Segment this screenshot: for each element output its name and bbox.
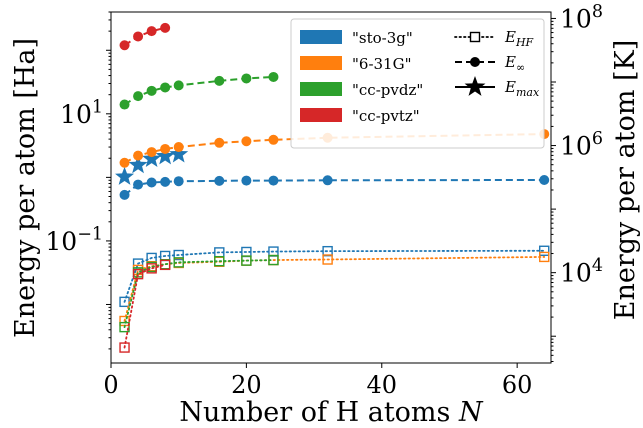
einf-point [119,189,130,200]
ehf-point [539,251,550,263]
ehf-point [214,255,225,267]
emax-point [142,148,162,168]
legend-swatch [300,56,342,70]
series-layer [115,22,550,353]
einf-point [268,175,279,186]
ehf-line [123,256,546,322]
ehf-point [322,254,333,265]
einf-point [119,40,130,51]
ehf-point [173,249,184,261]
einf-point [146,177,157,188]
y-left-tick-label: 101 [60,97,103,129]
x-tick-label: 0 [103,371,118,399]
legend-swatch [300,82,342,96]
legend-label: "sto-3g" [352,29,413,47]
legend-label: "cc-pvdz" [352,81,423,99]
legend-style-label: EHF [504,28,534,49]
emax-point [128,155,148,174]
einf-point [173,80,184,91]
einf-point [241,136,252,147]
ehf-point [119,321,130,333]
ehf-point [119,342,130,353]
ehf-point [173,257,184,268]
einf-point [214,175,225,186]
einf-point [214,75,225,86]
einf-point [160,82,171,93]
einf-point [160,176,171,187]
ehf-point [159,259,171,271]
einf-line [123,26,166,47]
y-left-tick-label: 10−1 [45,224,103,256]
legend-label: "6-31G" [352,55,411,73]
einf-point [133,91,144,102]
einf-point [173,142,184,153]
einf-point [133,31,144,42]
einf-point [146,85,157,96]
ehf-point [146,263,157,274]
y-left-axis-label: Energy per atom [Ha] [10,38,41,338]
einf-point [173,176,184,187]
einf-point [146,26,157,37]
series-cc-pvtz [119,22,171,353]
x-axis-label: Number of H atoms N [179,397,484,428]
legend-einf-marker [470,57,480,67]
einf-point [133,150,144,161]
legend-style-label: Emax [504,78,540,99]
einf-point [241,73,252,84]
x-axis-ticks: 0 20 40 60 [103,363,532,399]
einf-point [133,179,144,190]
einf-point [268,71,279,82]
legend: "sto-3g" "6-31G" "cc-pvdz" "cc-pvtz" EHF E∞ Em… [290,18,545,149]
y-right-axis-ticks: 104 106 108 [551,2,603,363]
emax-point [169,144,189,163]
y-left-axis-ticks: 10−1 101 [45,11,111,350]
series-sto-3g [115,144,550,308]
y-right-tick-label: 108 [560,2,603,34]
x-tick-label: 20 [231,371,262,399]
y-right-axis-label: Energy per atom [K] [610,40,641,320]
emax-point [115,166,135,185]
einf-point [160,22,171,33]
ehf-line [123,249,546,303]
einf-point [539,174,550,185]
legend-emax-marker [464,76,486,96]
einf-point [268,134,279,145]
einf-point [160,143,171,154]
legend-swatch [300,108,342,122]
einf-point [119,99,130,110]
ehf-line [123,263,167,349]
ehf-point [539,245,550,256]
einf-point [322,175,333,186]
ehf-point [268,254,279,266]
x-tick-label: 40 [366,371,397,399]
ehf-point [241,255,252,266]
legend-ehf-marker [469,31,481,43]
legend-style-label: E∞ [504,53,525,74]
einf-line [123,178,545,196]
legend-label: "cc-pvtz" [352,107,420,125]
emax-point [155,146,175,165]
einf-point [119,157,130,168]
einf-point [146,147,157,158]
legend-swatch [300,30,342,44]
x-tick-label: 60 [502,371,533,399]
einf-point [214,137,225,148]
y-right-tick-label: 104 [560,256,603,288]
legend-frame [290,18,545,149]
y-right-tick-label: 106 [560,129,603,161]
einf-point [241,175,252,186]
series-6-31G [119,129,550,327]
series-cc-pvdz [119,71,279,333]
ehf-point [132,268,144,280]
